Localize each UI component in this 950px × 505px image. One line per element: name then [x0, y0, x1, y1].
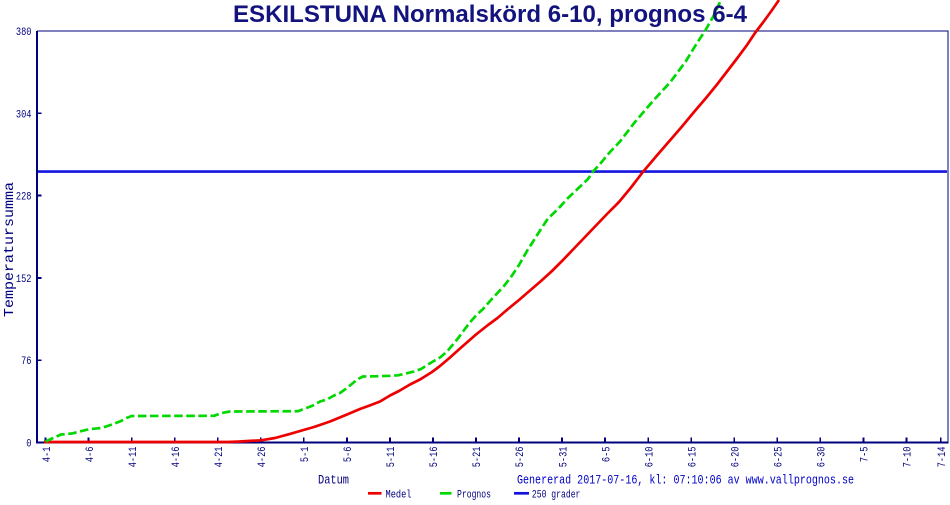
svg-text:6-10: 6-10 [644, 447, 656, 468]
svg-text:4-11: 4-11 [128, 446, 140, 467]
svg-text:5-16: 5-16 [429, 447, 441, 468]
svg-text:152: 152 [16, 274, 32, 286]
svg-text:6-30: 6-30 [817, 447, 829, 468]
svg-text:5-11: 5-11 [386, 446, 398, 467]
svg-text:Datum: Datum [318, 473, 349, 488]
svg-text:5-6: 5-6 [343, 447, 355, 463]
svg-text:ESKILSTUNA Normalskörd 6-10, p: ESKILSTUNA Normalskörd 6-10, prognos 6-4 [233, 1, 748, 28]
svg-text:380: 380 [16, 27, 32, 39]
svg-text:250 grader: 250 grader [532, 490, 581, 501]
svg-text:Prognos: Prognos [457, 490, 491, 501]
svg-text:7-10: 7-10 [903, 447, 915, 468]
svg-text:76: 76 [21, 356, 31, 368]
svg-text:5-31: 5-31 [558, 446, 570, 467]
svg-text:4-1: 4-1 [42, 446, 54, 462]
svg-text:Genererad 2017-07-16, kl: 07:1: Genererad 2017-07-16, kl: 07:10:06 av ww… [517, 473, 854, 488]
svg-text:7-5: 7-5 [860, 447, 872, 463]
svg-text:5-1: 5-1 [300, 446, 312, 462]
svg-text:228: 228 [16, 192, 32, 204]
svg-text:4-21: 4-21 [214, 446, 226, 467]
svg-text:6-25: 6-25 [774, 447, 786, 468]
svg-text:Temperatursumma: Temperatursumma [2, 182, 18, 317]
svg-text:304: 304 [16, 109, 32, 121]
svg-text:5-26: 5-26 [515, 447, 527, 468]
svg-text:5-21: 5-21 [472, 446, 484, 467]
svg-text:Medel: Medel [386, 490, 412, 501]
svg-text:6-20: 6-20 [730, 447, 742, 468]
svg-text:4-26: 4-26 [257, 447, 269, 468]
svg-text:6-15: 6-15 [687, 447, 699, 468]
svg-text:4-16: 4-16 [171, 447, 183, 468]
svg-text:0: 0 [26, 439, 31, 451]
svg-text:7-14: 7-14 [937, 446, 949, 467]
svg-text:4-6: 4-6 [85, 447, 97, 463]
svg-text:6-5: 6-5 [601, 447, 613, 463]
